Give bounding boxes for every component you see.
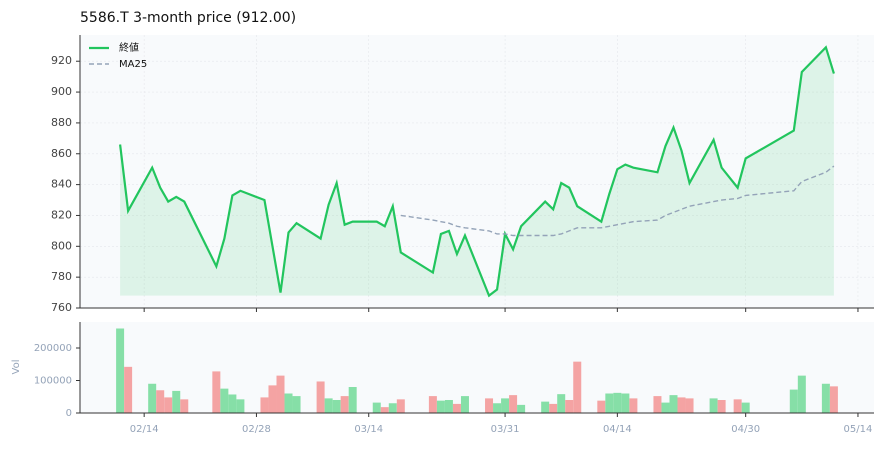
volume-bar (669, 395, 678, 413)
volume-bar (509, 395, 518, 413)
volume-bar (717, 400, 726, 413)
volume-bar (172, 390, 181, 413)
volume-bar (549, 403, 558, 413)
y-tick-label: 820 (51, 208, 72, 221)
volume-bar (340, 396, 349, 413)
volume-bar (685, 398, 694, 413)
volume-bar (164, 397, 173, 413)
legend-label: 終値 (119, 41, 139, 54)
volume-y-tick-label: 0 (66, 408, 72, 419)
ma-line (400, 165, 835, 237)
volume-bar (597, 400, 606, 413)
volume-bar (220, 388, 229, 413)
volume-bar (613, 392, 622, 413)
volume-bar (493, 403, 502, 413)
volume-bar (260, 397, 269, 413)
volume-bar (829, 386, 838, 413)
x-tick-label: 03/31 (491, 424, 520, 435)
volume-bar (797, 375, 806, 413)
volume-bar (284, 393, 293, 413)
volume-bar (212, 371, 221, 413)
volume-bar (268, 385, 277, 413)
x-tick-label: 04/14 (603, 424, 632, 435)
volume-bar (436, 400, 445, 413)
volume-bar (653, 396, 662, 413)
volume-bar (557, 394, 566, 413)
volume-bar (236, 399, 245, 413)
volume-bar (501, 398, 510, 413)
volume-bar (733, 399, 742, 413)
volume-bar (573, 361, 582, 413)
x-tick-label: 05/14 (844, 424, 873, 435)
x-tick-label: 02/28 (242, 424, 271, 435)
volume-bar (148, 383, 157, 413)
y-tick-label: 840 (51, 178, 72, 191)
y-tick-label: 780 (51, 270, 72, 283)
volume-bar (677, 397, 686, 413)
volume-bar (324, 398, 333, 413)
volume-bar (156, 390, 165, 413)
volume-bar (116, 328, 125, 413)
volume-bar (741, 402, 750, 413)
x-tick-label: 02/14 (130, 424, 159, 435)
volume-bar (428, 396, 437, 413)
volume-bar (228, 394, 237, 413)
volume-bar (485, 398, 494, 413)
volume-bar (605, 393, 614, 413)
volume-bar (348, 387, 357, 413)
y-tick-label: 860 (51, 147, 72, 160)
y-tick-label: 920 (51, 54, 72, 67)
y-tick-label: 900 (51, 85, 72, 98)
volume-y-tick-label: 100000 (34, 376, 72, 387)
volume-bar (332, 400, 341, 413)
volume-bar (821, 383, 830, 413)
volume-bar (372, 402, 381, 413)
y-tick-label: 800 (51, 239, 72, 252)
chart-title: 5586.T 3-month price (912.00) (80, 10, 296, 26)
volume-panel (80, 322, 874, 413)
volume-bar (388, 403, 397, 413)
volume-bar (629, 398, 638, 413)
volume-bar (380, 407, 389, 413)
volume-bar (460, 396, 469, 413)
volume-bar (124, 366, 133, 413)
y-tick-label: 880 (51, 116, 72, 129)
volume-bar (396, 399, 405, 413)
volume-bar (444, 400, 453, 413)
volume-bar (452, 403, 461, 413)
volume-axis-label: Vol (11, 360, 22, 375)
volume-bar (621, 393, 630, 413)
legend-label: MA25 (119, 59, 147, 70)
volume-bar (316, 381, 325, 413)
volume-bar (565, 400, 574, 413)
volume-bar (180, 399, 189, 413)
volume-bar (661, 402, 670, 413)
volume-bar (709, 398, 718, 413)
volume-bar (517, 404, 526, 413)
close-line (119, 45, 835, 298)
y-tick-label: 760 (51, 301, 72, 314)
volume-bar (276, 375, 285, 413)
x-tick-label: 03/14 (354, 424, 383, 435)
volume-bar (541, 401, 550, 413)
volume-bar (789, 389, 798, 413)
volume-y-tick-label: 200000 (34, 343, 72, 354)
close-area (120, 47, 834, 296)
x-tick-label: 04/30 (731, 424, 760, 435)
volume-bar (292, 396, 301, 413)
